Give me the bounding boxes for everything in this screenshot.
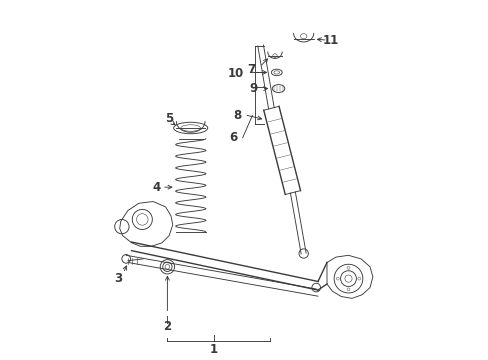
Text: 5: 5 <box>165 112 173 125</box>
Text: 11: 11 <box>322 33 338 47</box>
Text: 6: 6 <box>229 131 237 144</box>
Text: 3: 3 <box>114 272 122 285</box>
Text: 10: 10 <box>227 67 244 80</box>
Text: 2: 2 <box>163 320 171 333</box>
Text: 1: 1 <box>209 343 218 356</box>
Text: 7: 7 <box>247 63 255 76</box>
Text: 4: 4 <box>152 181 161 194</box>
Text: 9: 9 <box>248 82 257 95</box>
Text: 8: 8 <box>233 109 241 122</box>
